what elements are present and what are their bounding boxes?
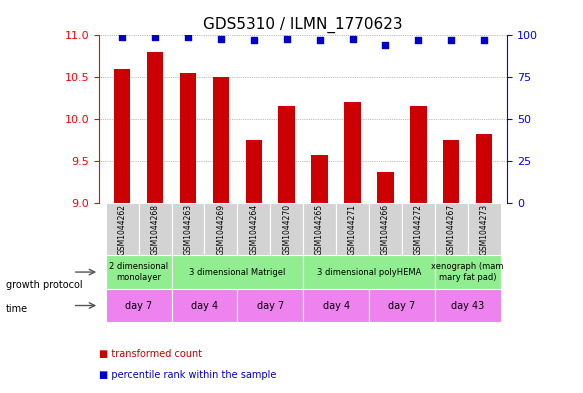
Bar [106, 289, 171, 322]
Bar [345, 102, 361, 203]
Text: 2 dimensional
monolayer: 2 dimensional monolayer [109, 263, 168, 282]
Bar [402, 203, 435, 255]
Bar [205, 203, 237, 255]
Bar [336, 203, 369, 255]
Bar [377, 172, 394, 203]
Bar [147, 52, 163, 203]
Text: ■ percentile rank within the sample: ■ percentile rank within the sample [99, 370, 276, 380]
Point [150, 34, 160, 40]
Text: day 7: day 7 [257, 301, 284, 310]
Bar [213, 77, 229, 203]
Title: GDS5310 / ILMN_1770623: GDS5310 / ILMN_1770623 [203, 17, 403, 33]
Point [479, 37, 489, 44]
Bar [435, 289, 501, 322]
Bar [171, 255, 303, 289]
Point [118, 34, 127, 40]
Bar [303, 203, 336, 255]
Bar [303, 289, 369, 322]
Point [183, 34, 192, 40]
Text: day 7: day 7 [125, 301, 152, 310]
Bar [171, 289, 237, 322]
Text: GSM1044272: GSM1044272 [414, 204, 423, 255]
Bar [106, 203, 139, 255]
Bar [237, 289, 303, 322]
Bar [369, 289, 435, 322]
Point [282, 36, 292, 42]
Bar [237, 203, 271, 255]
Text: 3 dimensional Matrigel: 3 dimensional Matrigel [189, 268, 286, 277]
Bar [279, 107, 295, 203]
Text: GSM1044265: GSM1044265 [315, 204, 324, 255]
Text: GSM1044262: GSM1044262 [118, 204, 127, 255]
Point [348, 36, 357, 42]
Text: GSM1044268: GSM1044268 [150, 204, 160, 255]
Text: time: time [6, 303, 28, 314]
Point [414, 37, 423, 44]
Bar [171, 203, 205, 255]
Text: 3 dimensional polyHEMA: 3 dimensional polyHEMA [317, 268, 421, 277]
Text: day 4: day 4 [322, 301, 350, 310]
Text: day 7: day 7 [388, 301, 416, 310]
Text: day 4: day 4 [191, 301, 218, 310]
Text: GSM1044266: GSM1044266 [381, 204, 390, 255]
Point [315, 37, 324, 44]
Text: GSM1044273: GSM1044273 [480, 204, 489, 255]
Bar [435, 203, 468, 255]
Text: GSM1044267: GSM1044267 [447, 204, 456, 255]
Bar [443, 140, 459, 203]
Bar [468, 203, 501, 255]
Text: GSM1044263: GSM1044263 [184, 204, 192, 255]
Bar [435, 255, 501, 289]
Bar [271, 203, 303, 255]
Text: xenograph (mam
mary fat pad): xenograph (mam mary fat pad) [431, 263, 504, 282]
Bar [476, 134, 493, 203]
Bar [245, 140, 262, 203]
Text: GSM1044269: GSM1044269 [216, 204, 226, 255]
Text: GSM1044264: GSM1044264 [250, 204, 258, 255]
Text: growth protocol: growth protocol [6, 280, 82, 290]
Point [447, 37, 456, 44]
Bar [303, 255, 435, 289]
Text: ■ transformed count: ■ transformed count [99, 349, 202, 359]
Bar [180, 73, 196, 203]
Bar [106, 255, 171, 289]
Point [249, 37, 258, 44]
Bar [114, 69, 131, 203]
Bar [369, 203, 402, 255]
Text: day 43: day 43 [451, 301, 484, 310]
Point [216, 36, 226, 42]
Point [381, 42, 390, 49]
Text: GSM1044270: GSM1044270 [282, 204, 291, 255]
Bar [410, 107, 427, 203]
Bar [139, 203, 171, 255]
Bar [311, 155, 328, 203]
Text: GSM1044271: GSM1044271 [348, 204, 357, 255]
